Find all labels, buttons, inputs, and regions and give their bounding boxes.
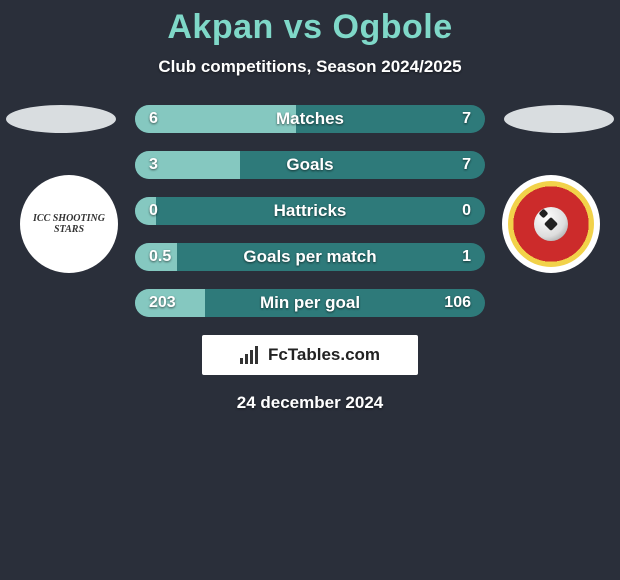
stat-value-right: 106 [430,289,485,317]
stat-value-right: 7 [448,151,485,179]
stat-row: 37Goals [135,151,485,179]
stat-value-left: 0.5 [135,243,185,271]
brand-text: FcTables.com [268,345,380,365]
brand-box[interactable]: FcTables.com [202,335,418,375]
stat-value-right: 0 [448,197,485,225]
stat-row: 67Matches [135,105,485,133]
stat-row: 203106Min per goal [135,289,485,317]
stat-value-left: 0 [135,197,172,225]
comparison-panel: ICC SHOOTING STARS 67Matches37Goals00Hat… [0,105,620,413]
soccer-ball-icon [534,207,568,241]
flag-left [6,105,116,133]
stat-value-right: 1 [448,243,485,271]
club-logo-left: ICC SHOOTING STARS [20,175,118,273]
flag-right [504,105,614,133]
stat-value-right: 7 [448,105,485,133]
header: Akpan vs Ogbole Club competitions, Seaso… [0,0,620,77]
club-badge-right [508,181,594,267]
page-title: Akpan vs Ogbole [0,8,620,47]
stat-row: 0 0Hattricks [135,197,485,225]
stat-value-left: 6 [135,105,172,133]
brand-chart-icon [240,346,262,364]
club-logo-left-text: ICC SHOOTING STARS [20,213,118,235]
stat-label: Hattricks [135,197,485,225]
page-subtitle: Club competitions, Season 2024/2025 [0,57,620,77]
club-logo-right [502,175,600,273]
stat-value-left: 3 [135,151,172,179]
stat-bars: 67Matches37Goals00Hattricks0.51Goals per… [135,105,485,317]
stat-label: Goals per match [135,243,485,271]
footer-date: 24 december 2024 [0,393,620,413]
stat-row: 0.5 1Goals per match [135,243,485,271]
stat-value-left: 203 [135,289,190,317]
